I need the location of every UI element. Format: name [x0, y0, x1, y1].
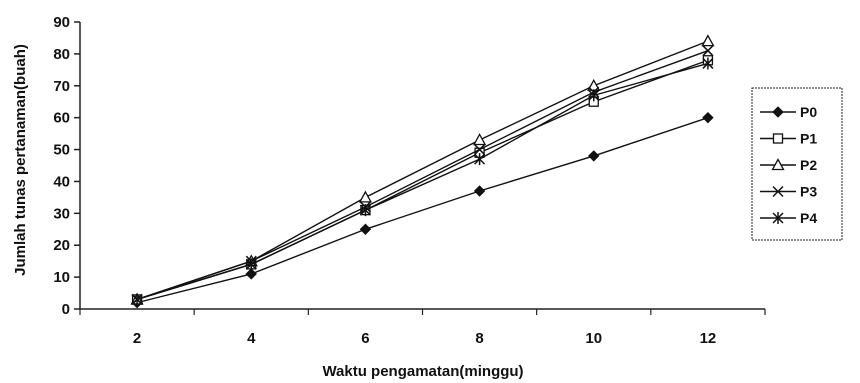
legend-label: P4 — [800, 210, 817, 226]
legend-entry-p4: P4 — [760, 210, 817, 226]
series-line-p3 — [136, 50, 709, 301]
series-p1 — [131, 55, 714, 305]
data-point-p4 — [245, 258, 257, 271]
y-tick-label: 60 — [53, 110, 70, 127]
y-tick-label: 80 — [53, 46, 70, 63]
legend-label: P0 — [800, 104, 817, 120]
data-point-p2 — [358, 190, 373, 203]
y-tick-label: 30 — [53, 205, 70, 222]
data-point-p2 — [472, 133, 487, 146]
legend-marker — [772, 185, 784, 198]
data-point-p3 — [702, 45, 714, 57]
x-tick-label: 6 — [361, 330, 369, 347]
y-tick-label: 10 — [53, 269, 70, 286]
data-point-p0 — [588, 150, 600, 162]
legend-entry-p1: P1 — [760, 131, 817, 147]
legend-label: P1 — [800, 131, 817, 147]
series-line-p2 — [136, 40, 709, 301]
series-line-p0 — [136, 117, 709, 304]
series-p4 — [131, 57, 714, 306]
data-point-p0 — [702, 111, 714, 124]
legend-entry-p3: P3 — [760, 184, 817, 200]
data-point-p3 — [474, 144, 486, 156]
legend-entry-p2: P2 — [760, 157, 817, 173]
data-point-p4 — [131, 293, 143, 306]
x-tick-label: 4 — [247, 330, 256, 347]
data-point-p0 — [473, 185, 486, 197]
data-point-p4 — [474, 153, 486, 166]
data-point-p0 — [245, 268, 257, 280]
y-tick-label: 50 — [53, 142, 70, 159]
series-layer — [130, 34, 715, 309]
y-tick-label: 0 — [62, 301, 70, 318]
y-axis: 0 10 20 30 40 50 60 70 80 90 — [53, 14, 81, 318]
legend: P0 P1 P2 P3 P4 — [751, 87, 843, 241]
series-line-p1 — [136, 59, 709, 301]
legend-entry-p0: P0 — [760, 104, 817, 120]
x-tick-label: 12 — [700, 330, 717, 347]
y-tick-label: 90 — [53, 14, 70, 31]
series-line-p4 — [136, 62, 709, 301]
data-point-p0 — [359, 223, 372, 235]
legend-label: P2 — [800, 157, 817, 173]
y-tick-label: 20 — [53, 237, 70, 254]
y-axis-title: Jumlah tunas pertanaman(buah) — [12, 44, 29, 276]
legend-marker — [772, 106, 784, 118]
series-p3 — [131, 45, 714, 305]
legend-box — [751, 87, 843, 241]
x-axis: 2 4 6 8 10 12 — [79, 308, 766, 347]
legend-marker — [772, 133, 784, 144]
data-point-p4 — [702, 57, 714, 70]
series-p0 — [131, 111, 714, 309]
x-tick-label: 10 — [585, 330, 602, 347]
legend-label: P3 — [800, 184, 817, 200]
legend-marker — [771, 158, 785, 171]
data-point-p2 — [701, 34, 715, 47]
x-axis-title: Waktu pengamatan(minggu) — [322, 363, 523, 380]
data-point-p4 — [359, 204, 371, 217]
x-tick-label: 2 — [133, 330, 141, 347]
x-tick-label: 8 — [475, 330, 483, 347]
y-tick-label: 70 — [53, 78, 70, 95]
data-point-p4 — [588, 89, 600, 102]
y-tick-label: 40 — [53, 173, 70, 190]
legend-marker — [772, 212, 784, 224]
series-p2 — [130, 34, 715, 305]
